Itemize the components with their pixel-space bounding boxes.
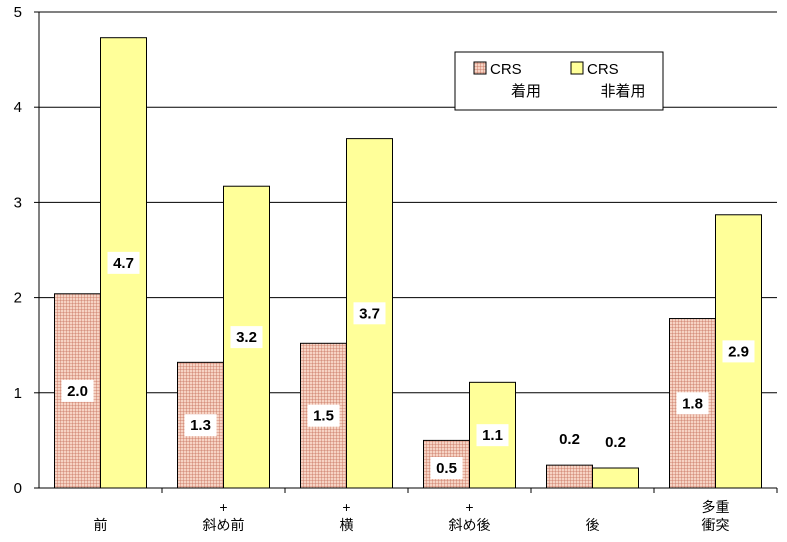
legend: CRS 着用 CRS 非着用 (454, 51, 664, 111)
category-label: + (465, 499, 473, 515)
data-label: 2.9 (728, 343, 749, 360)
data-label: 1.3 (190, 417, 211, 434)
data-label-box (107, 251, 140, 274)
data-label: 0.5 (436, 460, 457, 477)
data-label: 2.0 (67, 383, 88, 400)
data-label: 3.2 (236, 329, 257, 346)
legend-swatch (473, 61, 487, 75)
category-label: 横 (340, 517, 354, 533)
data-label-box (353, 302, 386, 325)
data-labels: 2.0 4.7 1.3 3.2 1.5 3.7 0.5 1.1 0.2 0.2 1.8 2.9 (61, 251, 755, 479)
data-label: 1.8 (682, 395, 703, 412)
data-label-box (184, 414, 217, 437)
category-label: 前 (94, 517, 108, 533)
legend-label: CRS (587, 61, 619, 78)
category-label: + (219, 499, 227, 515)
gridlines (39, 11, 777, 394)
data-label: 0.2 (559, 431, 580, 448)
data-label-box (61, 379, 94, 402)
data-label-box (430, 457, 463, 479)
category-label: 多重 (702, 499, 730, 515)
data-label: 4.7 (113, 255, 134, 272)
category-label: 衝突 (702, 517, 730, 533)
y-tick-label: 3 (14, 194, 22, 211)
data-label: 0.2 (605, 434, 626, 451)
data-label-box (476, 424, 509, 447)
data-label-box (722, 340, 755, 363)
data-label-box (676, 392, 709, 415)
category-label: 後 (586, 517, 600, 533)
legend-label: 着用 (511, 83, 541, 100)
legend-label: CRS (490, 61, 522, 78)
bar-crs-worn (546, 464, 593, 489)
category-label: 斜め前 (203, 517, 245, 533)
y-tick-label: 1 (14, 385, 22, 402)
bar-crs-not-worn (592, 467, 639, 489)
y-tick-label: 2 (14, 290, 22, 307)
legend-box (454, 51, 664, 111)
legend-swatch (570, 61, 584, 75)
data-label: 1.1 (482, 427, 503, 444)
data-label-box (230, 326, 263, 349)
y-tick-label: 5 (14, 4, 22, 21)
y-tick-label: 4 (14, 99, 22, 116)
category-label: + (342, 499, 350, 515)
legend-label: 非着用 (600, 83, 645, 100)
data-label-box (307, 404, 340, 427)
data-label: 3.7 (359, 305, 380, 322)
y-tick-label: 0 (14, 480, 22, 497)
data-label: 1.5 (313, 408, 334, 425)
category-label: 斜め後 (449, 517, 491, 533)
